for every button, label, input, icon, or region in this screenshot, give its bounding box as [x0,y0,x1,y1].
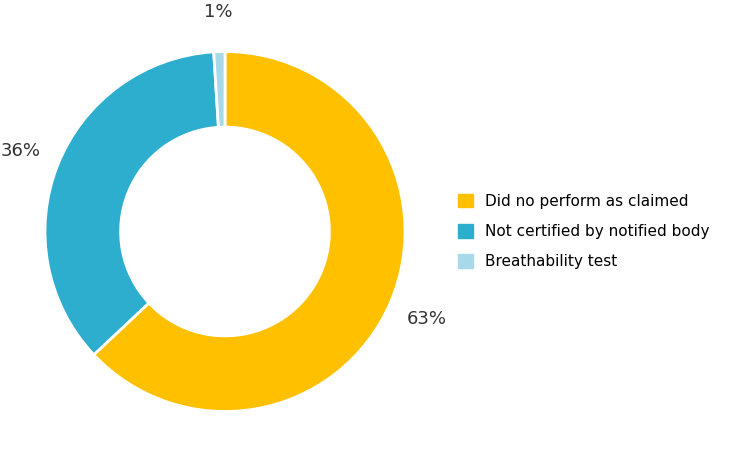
Legend: Did no perform as claimed, Not certified by notified body, Breathability test: Did no perform as claimed, Not certified… [458,194,710,269]
Text: 63%: 63% [406,310,446,328]
Wedge shape [45,52,218,355]
Text: 1%: 1% [204,3,232,21]
Wedge shape [94,51,405,412]
Text: 36%: 36% [1,142,40,160]
Wedge shape [214,51,225,127]
